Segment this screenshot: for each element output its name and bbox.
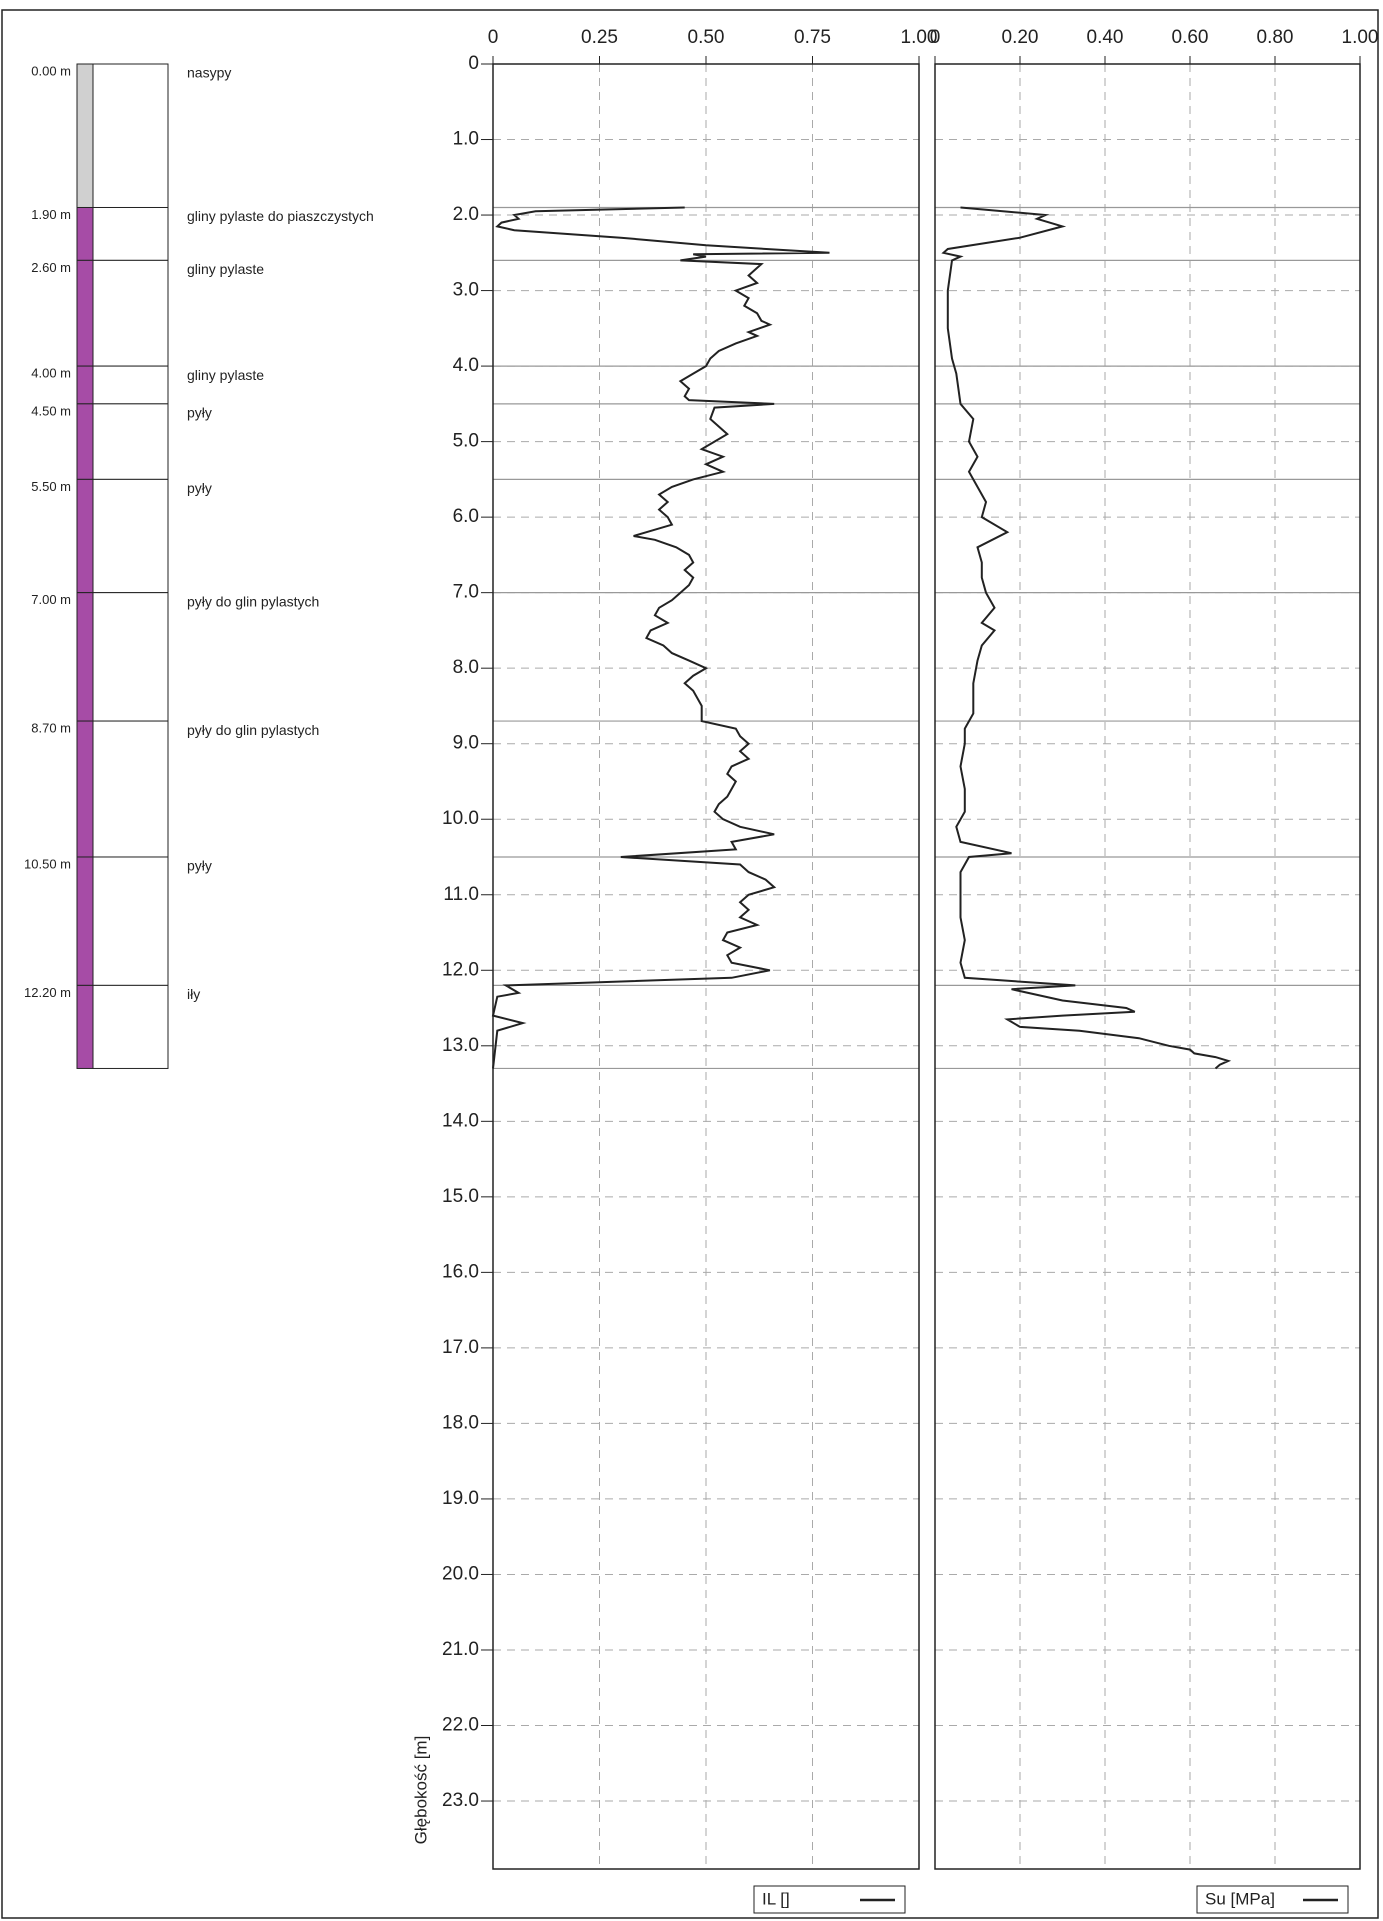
- layer-fill: [76, 856, 94, 986]
- y-tick-label: 19.0: [442, 1488, 479, 1509]
- layer-name: gliny pylaste: [187, 261, 264, 277]
- layer-box: [92, 478, 169, 594]
- layer-fill: [76, 478, 94, 594]
- y-tick-label: 22.0: [442, 1715, 479, 1736]
- layer-depth: 7.00 m: [31, 592, 71, 607]
- layer-fill: [76, 259, 94, 367]
- layer-fill: [76, 206, 94, 261]
- layer-name: pyły: [187, 858, 212, 874]
- layer-depth: 8.70 m: [31, 720, 71, 735]
- layer-box: [92, 856, 169, 986]
- layer-box: [92, 984, 169, 1069]
- y-tick-label: 15.0: [442, 1186, 479, 1207]
- legend-label: Su [MPa]: [1205, 1889, 1275, 1908]
- layer-box: [92, 720, 169, 858]
- x-tick-label: 0.40: [1087, 27, 1124, 48]
- y-tick-label: 3.0: [453, 280, 479, 301]
- y-tick-label: 2.0: [453, 204, 479, 225]
- plot-frame: [492, 63, 920, 1870]
- layer-depth: 4.50 m: [31, 403, 71, 418]
- layer-name: pyły: [187, 405, 212, 421]
- layer-name: nasypy: [187, 65, 231, 81]
- y-tick-label: 21.0: [442, 1639, 479, 1660]
- x-tick-label: 0.20: [1002, 27, 1039, 48]
- y-axis-label: Głębokość [m]: [411, 1736, 430, 1845]
- x-tick-label: 1.00: [1342, 27, 1379, 48]
- x-tick-label: 0.80: [1257, 27, 1294, 48]
- layer-box: [92, 365, 169, 405]
- y-tick-label: 12.0: [442, 959, 479, 980]
- y-tick-label: 8.0: [453, 657, 479, 678]
- layer-name: pyły: [187, 480, 212, 496]
- x-tick-label: 0: [488, 27, 499, 48]
- y-tick-label: 9.0: [453, 733, 479, 754]
- layer-depth: 2.60 m: [31, 260, 71, 275]
- y-tick-label: 14.0: [442, 1110, 479, 1131]
- data-line: [941, 206, 1232, 1070]
- x-tick-label: 0: [930, 27, 941, 48]
- layer-depth: 5.50 m: [31, 479, 71, 494]
- layer-box: [92, 592, 169, 722]
- y-tick-label: 16.0: [442, 1261, 479, 1282]
- legend-label: IL []: [762, 1889, 790, 1908]
- x-tick-label: 0.50: [688, 27, 725, 48]
- layer-box: [92, 403, 169, 480]
- layer-box: [92, 206, 169, 261]
- layer-depth: 10.50 m: [24, 856, 71, 871]
- y-tick-label: 17.0: [442, 1337, 479, 1358]
- y-tick-label: 6.0: [453, 506, 479, 527]
- frame: [1, 9, 1379, 1919]
- y-tick-label: 23.0: [442, 1790, 479, 1811]
- layer-name: iły: [187, 986, 200, 1002]
- plot-frame: [934, 63, 1361, 1870]
- y-tick-label: 11.0: [443, 884, 479, 905]
- layer-depth: 12.20 m: [24, 985, 71, 1000]
- layer-fill: [76, 63, 94, 208]
- layer-depth: 4.00 m: [31, 366, 71, 381]
- layer-fill: [76, 592, 94, 722]
- y-tick-label: 20.0: [442, 1563, 479, 1584]
- layer-box: [92, 259, 169, 367]
- layer-box: [92, 63, 169, 208]
- data-line: [491, 206, 830, 1069]
- y-tick-label: 18.0: [442, 1412, 479, 1433]
- layer-name: pyły do glin pylastych: [187, 722, 319, 738]
- x-tick-label: 0.60: [1172, 27, 1209, 48]
- layer-fill: [76, 365, 94, 405]
- y-tick-label: 1.0: [453, 129, 479, 150]
- layer-depth: 1.90 m: [31, 207, 71, 222]
- layer-fill: [76, 403, 94, 480]
- layer-depth: 0.00 m: [31, 63, 71, 78]
- y-tick-label: 7.0: [453, 582, 479, 603]
- layer-name: pyły do glin pylastych: [187, 593, 319, 609]
- x-tick-label: 0.75: [794, 27, 831, 48]
- layer-name: gliny pylaste do piaszczystych: [187, 208, 374, 224]
- layer-fill: [76, 720, 94, 858]
- y-tick-label: 0: [468, 53, 479, 74]
- y-tick-label: 5.0: [453, 431, 479, 452]
- y-tick-label: 10.0: [442, 808, 479, 829]
- x-tick-label: 0.25: [581, 27, 618, 48]
- layer-name: gliny pylaste: [187, 367, 264, 383]
- legend-box: [753, 1885, 906, 1914]
- y-tick-label: 13.0: [442, 1035, 479, 1056]
- layer-fill: [76, 984, 94, 1069]
- y-tick-label: 4.0: [453, 355, 479, 376]
- x-tick-label: 1.00: [901, 27, 938, 48]
